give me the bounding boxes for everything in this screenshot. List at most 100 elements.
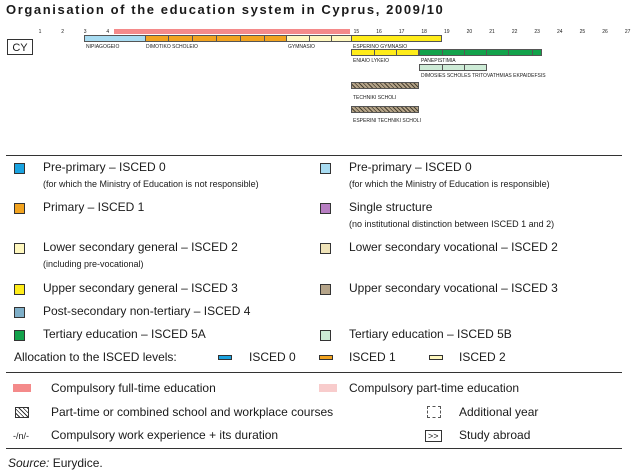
country-code: CY [7, 39, 33, 55]
label-gymnasio: GYMNASIO [288, 44, 315, 50]
swatch-tertiary-5a [14, 330, 25, 341]
bar-gymnasio [286, 35, 352, 42]
legend-tertiary-5b: Tertiary education – ISCED 5B [349, 327, 512, 341]
bar-dimotiko [145, 35, 287, 42]
legend-compulsory-full: Compulsory full-time education [51, 381, 216, 395]
label-panepistimia: PANEPISTIMIA [421, 58, 456, 64]
bar-segment [352, 50, 375, 55]
age-tick: 27 [624, 29, 631, 35]
legend-upper-secondary-general: Upper secondary general – ISCED 3 [43, 281, 238, 295]
legend-divider [6, 372, 622, 373]
allocation-isced0: ISCED 0 [249, 350, 296, 364]
legend-compulsory-part: Compulsory part-time education [349, 381, 520, 395]
bar-segment [442, 50, 465, 55]
bar-segment [420, 50, 443, 55]
bar-segment [216, 36, 241, 41]
bar-eniaio-lykeio [351, 49, 419, 56]
age-tick: 21 [489, 29, 495, 35]
source-note: Source: Eurydice. [8, 456, 103, 470]
age-tick: 26 [602, 29, 608, 35]
bar-esperino-gymnasio [351, 35, 442, 42]
legend-single-structure: Single structure [349, 200, 433, 214]
compulsory-band [114, 29, 350, 34]
legend-divider [6, 448, 622, 449]
bar-segment [420, 65, 443, 70]
bar-segment [464, 50, 487, 55]
bar-segment [374, 50, 397, 55]
swatch-pre-primary-b [320, 163, 331, 174]
source-text: Eurydice. [49, 456, 103, 470]
label-dimosies-scholes: DIMOSIES SCHOLES TRITOVATHMIAS EKPAIDEFS… [421, 73, 546, 79]
age-tick: 2 [61, 29, 64, 35]
swatch-part-time [15, 407, 29, 418]
age-tick: 1 [38, 29, 42, 35]
legend-primary: Primary – ISCED 1 [43, 200, 145, 214]
age-tick: 17 [398, 29, 405, 35]
age-tick: 3 [83, 29, 87, 35]
age-tick: 22 [511, 29, 518, 35]
age-tick: 24 [557, 29, 563, 35]
allocation-isced0-swatch [218, 355, 232, 360]
bar-segment [168, 36, 193, 41]
bar-segment [508, 50, 533, 55]
label-esperini-techniki: ESPERINI TECHNIKI SCHOLI [353, 118, 421, 124]
legend-study-abroad: Study abroad [459, 428, 531, 442]
legend-work-experience: Compulsory work experience + its duratio… [51, 428, 279, 442]
swatch-lower-secondary-general [14, 243, 25, 254]
legend-pre-primary-b: Pre-primary – ISCED 0 [349, 160, 472, 174]
age-tick: 15 [353, 29, 360, 35]
legend-lower-secondary-general: Lower secondary general – ISCED 2 [43, 240, 238, 254]
swatch-single-structure [320, 203, 331, 214]
bar-segment [287, 36, 310, 41]
bar-segment [486, 50, 509, 55]
label-nipiagogeio: NIPIAGOGEIO [86, 44, 120, 50]
bar-panepistimia [419, 49, 542, 56]
swatch-compulsory-full [13, 384, 31, 392]
work-experience-symbol: -/n/- [13, 431, 30, 441]
age-tick: 23 [534, 29, 540, 35]
age-tick: 16 [376, 29, 382, 35]
allocation-isced2: ISCED 2 [459, 350, 506, 364]
swatch-additional-year [427, 406, 441, 418]
source-label: Source: [8, 456, 50, 470]
legend-pre-primary-b-note: (for which the Ministry of Education is … [349, 179, 550, 189]
legend-lower-secondary-vocational: Lower secondary vocational – ISCED 2 [349, 240, 558, 254]
study-abroad-symbol: >> [425, 430, 442, 442]
swatch-post-secondary [14, 307, 25, 318]
bar-nipiagogeio [84, 35, 146, 42]
swatch-lower-secondary-vocational [320, 243, 331, 254]
label-techniki-scholi: TECHNIKI SCHOLI [353, 95, 397, 101]
allocation-isced1-swatch [319, 355, 333, 360]
bar-segment [442, 65, 465, 70]
bar-segment [240, 36, 265, 41]
age-tick: 18 [421, 29, 427, 35]
age-tick: 19 [444, 29, 450, 35]
legend-single-structure-note: (no institutional distinction between IS… [349, 219, 555, 229]
legend-additional-year: Additional year [459, 405, 539, 419]
bar-segment [309, 36, 332, 41]
allocation-isced1: ISCED 1 [349, 350, 396, 364]
bar-segment [192, 36, 217, 41]
swatch-upper-secondary-general [14, 284, 25, 295]
legend-tertiary-5a: Tertiary education – ISCED 5A [43, 327, 206, 341]
label-dimotiko: DIMOTIKO SCHOLEIO [146, 44, 198, 50]
bar-segment [146, 36, 169, 41]
bar-dimosies-scholes [419, 64, 487, 71]
page-title: Organisation of the education system in … [6, 2, 445, 17]
bar-esperini-techniki [351, 106, 419, 113]
legend-pre-primary-a-note: (for which the Ministry of Education is … [43, 179, 259, 189]
legend-upper-secondary-vocational: Upper secondary vocational – ISCED 3 [349, 281, 558, 295]
swatch-tertiary-5b [320, 330, 331, 341]
allocation-isced2-swatch [429, 355, 443, 360]
swatch-upper-secondary-vocational [320, 284, 331, 295]
swatch-pre-primary-a [14, 163, 25, 174]
bar-techniki-scholi [351, 82, 419, 89]
legend-pre-primary-a: Pre-primary – ISCED 0 [43, 160, 166, 174]
age-tick: 25 [579, 29, 586, 35]
legend-post-secondary: Post-secondary non-tertiary – ISCED 4 [43, 304, 251, 318]
legend-divider [6, 155, 622, 156]
age-tick: 20 [466, 29, 473, 35]
label-esperino-gymnasio: ESPERINO GYMNASIO [353, 44, 408, 50]
legend-part-time: Part-time or combined school and workpla… [51, 405, 334, 419]
allocation-label: Allocation to the ISCED levels: [14, 350, 177, 364]
